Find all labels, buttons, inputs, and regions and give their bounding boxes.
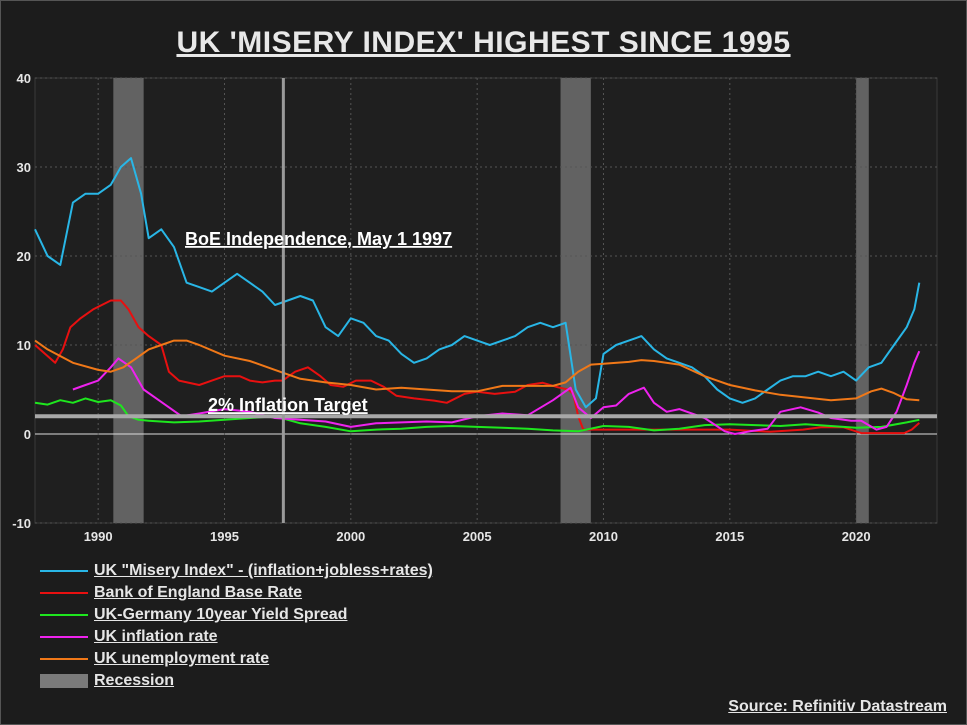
- recession-band: [856, 78, 869, 523]
- legend-label: Bank of England Base Rate: [94, 584, 303, 601]
- legend-swatch: [40, 570, 88, 572]
- series-line: [34, 157, 921, 409]
- legend-label: UK "Misery Index" - (inflation+jobless+r…: [94, 562, 433, 579]
- x-tick-label: 1995: [210, 529, 239, 544]
- source-note: Source: Refinitiv Datastream: [728, 698, 947, 715]
- legend-item-recession: Recession: [40, 670, 433, 692]
- series-line: [34, 299, 920, 435]
- y-tick-label: 40: [17, 71, 31, 86]
- x-tick-label: 2010: [589, 529, 618, 544]
- legend-item-base-rate: Bank of England Base Rate: [40, 582, 433, 604]
- x-tick-label: 2005: [463, 529, 492, 544]
- series-line: [34, 339, 920, 402]
- legend-swatch: [40, 636, 88, 638]
- legend: UK "Misery Index" - (inflation+jobless+r…: [40, 560, 433, 692]
- legend-label: UK inflation rate: [94, 628, 218, 645]
- y-tick-label: -10: [12, 516, 31, 531]
- grid-lines: [35, 77, 937, 524]
- series-lines: [34, 157, 921, 435]
- chart-title: UK 'MISERY INDEX' HIGHEST SINCE 1995: [176, 26, 791, 59]
- boe-independence-label: BoE Independence, May 1 1997: [185, 229, 452, 249]
- legend-swatch: [40, 614, 88, 616]
- annotations: BoE Independence, May 1 1997 2% Inflation…: [35, 78, 937, 523]
- y-tick-label: 10: [17, 338, 31, 353]
- y-tick-label: 0: [24, 427, 31, 442]
- legend-item-inflation: UK inflation rate: [40, 626, 433, 648]
- legend-swatch: [40, 592, 88, 594]
- legend-label: UK-Germany 10year Yield Spread: [94, 606, 348, 623]
- recession-band: [560, 78, 591, 523]
- x-tick-label: 2020: [842, 529, 871, 544]
- plot-background: [34, 77, 938, 524]
- legend-item-yield-spread: UK-Germany 10year Yield Spread: [40, 604, 433, 626]
- y-tick-label: 30: [17, 160, 31, 175]
- recession-bands: [113, 78, 869, 523]
- legend-label: UK unemployment rate: [94, 650, 270, 667]
- legend-swatch: [40, 674, 88, 688]
- legend-item-misery-index: UK "Misery Index" - (inflation+jobless+r…: [40, 560, 433, 582]
- y-tick-label: 20: [17, 249, 31, 264]
- x-tick-label: 2000: [336, 529, 365, 544]
- series-line: [34, 397, 920, 433]
- x-tick-label: 2015: [715, 529, 744, 544]
- legend-label: Recession: [94, 672, 175, 689]
- inflation-target-label: 2% Inflation Target: [208, 395, 368, 415]
- legend-swatch: [40, 658, 88, 660]
- legend-item-unemployment: UK unemployment rate: [40, 648, 433, 670]
- x-tick-label: 1990: [84, 529, 113, 544]
